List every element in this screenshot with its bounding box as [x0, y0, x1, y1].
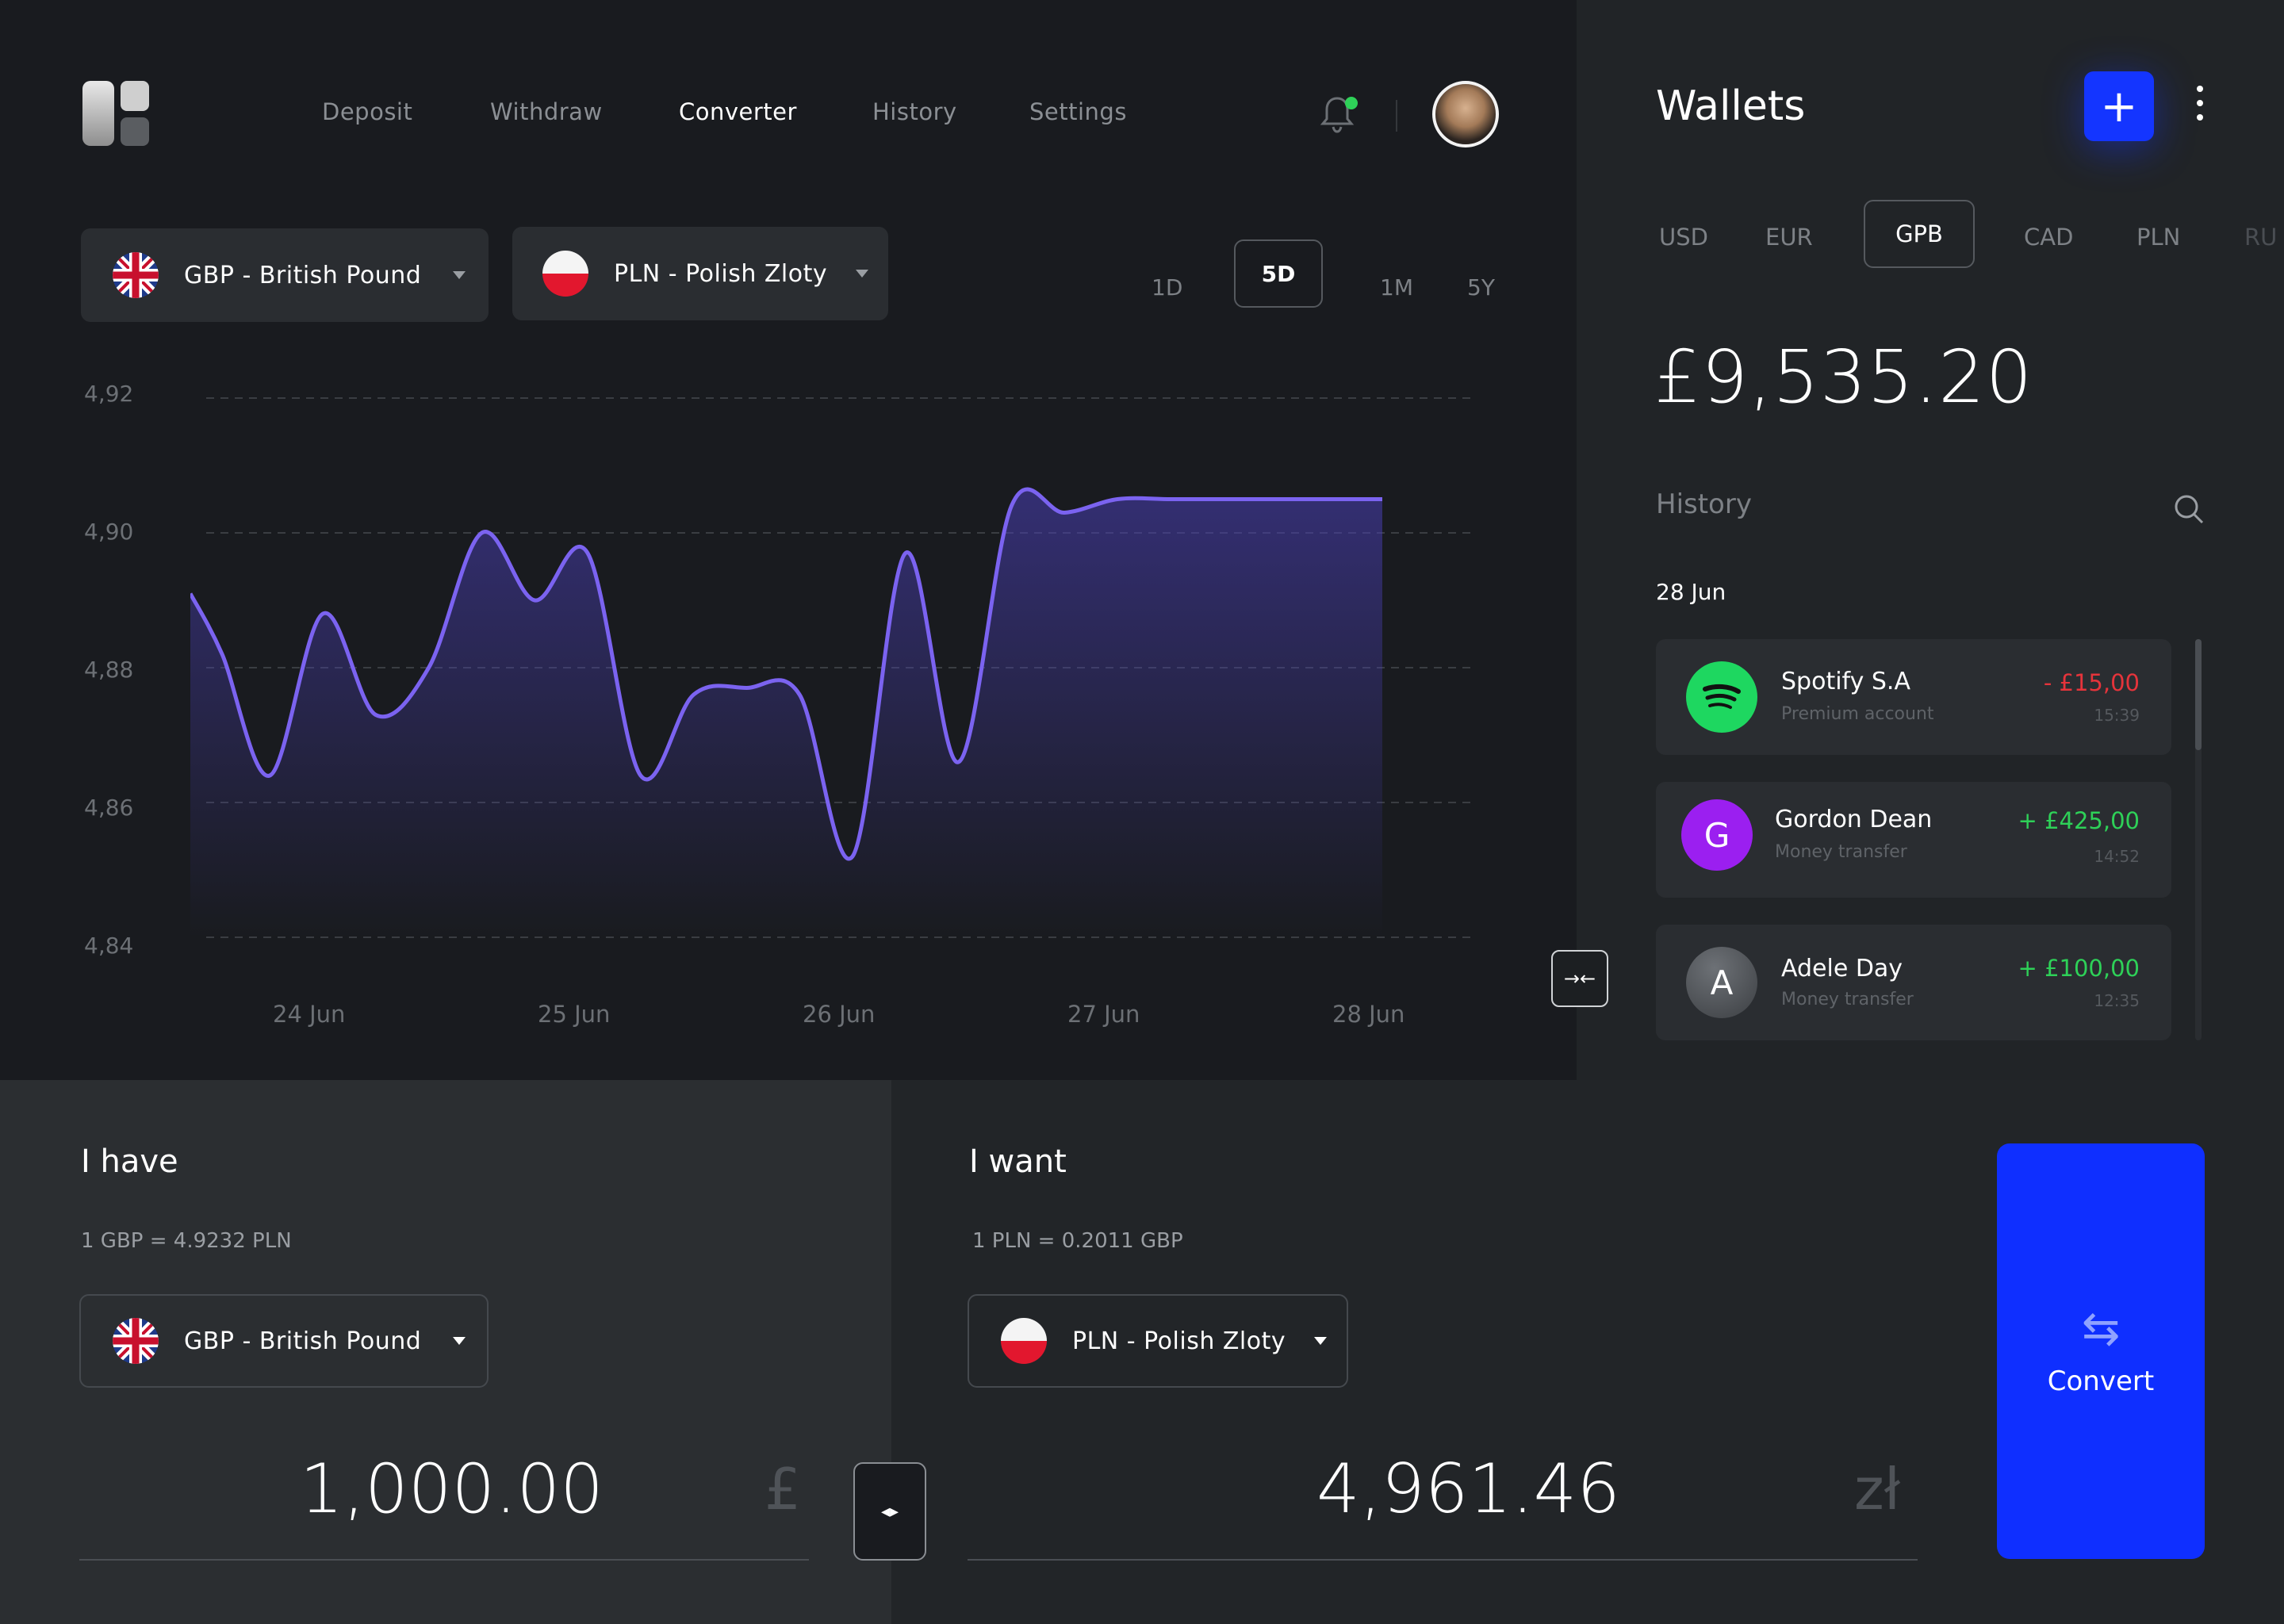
wallets-panel	[1577, 0, 2284, 1080]
transaction-item[interactable]: A Adele Day Money transfer + £100,00 12:…	[1656, 925, 2171, 1040]
wallet-tab-pln[interactable]: PLN	[2136, 224, 2181, 251]
nav-converter[interactable]: Converter	[679, 98, 797, 125]
have-amount-input[interactable]: 1,000.00	[300, 1450, 604, 1529]
transaction-amount: + £100,00	[2018, 955, 2140, 982]
x-tick-label: 25 Jun	[538, 1001, 611, 1028]
history-date: 28 Jun	[1656, 579, 1726, 605]
transaction-description: Premium account	[1781, 704, 1934, 724]
wallet-tab-eur[interactable]: EUR	[1765, 224, 1813, 251]
convert-label: Convert	[2047, 1365, 2155, 1397]
rate-area	[190, 488, 1382, 937]
logo	[82, 81, 114, 146]
x-tick-label: 28 Jun	[1332, 1001, 1405, 1028]
scrollbar-track[interactable]	[2195, 639, 2202, 1040]
x-tick-label: 24 Jun	[273, 1001, 346, 1028]
range-1d[interactable]: 1D	[1152, 274, 1183, 301]
transaction-item[interactable]: Spotify S.A Premium account - £15,00 15:…	[1656, 639, 2171, 755]
transaction-name: Adele Day	[1781, 955, 1903, 982]
spotify-icon	[1686, 661, 1757, 733]
chevron-down-icon	[856, 270, 869, 278]
i-have-title: I have	[81, 1143, 178, 1180]
exchange-rate-chart	[190, 397, 1475, 938]
avatar[interactable]	[1432, 81, 1499, 147]
range-5y[interactable]: 5Y	[1467, 274, 1495, 301]
y-tick-label: 4,90	[84, 519, 134, 545]
wallet-tab-usd[interactable]: USD	[1659, 224, 1708, 251]
bell-icon[interactable]	[1320, 94, 1355, 135]
nav-deposit[interactable]: Deposit	[322, 98, 413, 125]
want-currency-label: PLN - Polish Zloty	[1072, 1327, 1286, 1355]
wallet-tab-gpb[interactable]: GPB	[1864, 200, 1975, 268]
exchange-arrows-icon: ⇆	[2081, 1301, 2121, 1355]
transaction-amount: + £425,00	[2018, 807, 2140, 834]
scrollbar-thumb[interactable]	[2195, 639, 2202, 750]
want-amount-underline	[968, 1559, 1918, 1561]
have-currency-symbol: £	[765, 1456, 801, 1522]
want-currency-select[interactable]: PLN - Polish Zloty	[968, 1294, 1348, 1388]
chevron-down-icon	[453, 1337, 466, 1345]
nav-history[interactable]: History	[872, 98, 957, 125]
transaction-time: 12:35	[2094, 991, 2140, 1010]
have-exchange-rate: 1 GBP = 4.9232 PLN	[81, 1229, 292, 1253]
logo-part	[121, 81, 149, 111]
y-tick-label: 4,84	[84, 933, 134, 959]
more-options-icon[interactable]	[2197, 86, 2203, 128]
want-amount-input[interactable]: 4,961.46	[1316, 1450, 1620, 1529]
wallet-balance: £9,535.20	[1654, 335, 2033, 419]
poland-flag-icon	[542, 251, 588, 297]
search-icon[interactable]	[2173, 493, 2205, 525]
contact-avatar: G	[1681, 799, 1753, 871]
have-currency-label: GBP - British Pound	[184, 1327, 422, 1355]
range-1m[interactable]: 1M	[1380, 274, 1413, 301]
transaction-item[interactable]: G Gordon Dean Money transfer + £425,00 1…	[1656, 782, 2171, 898]
add-wallet-button[interactable]: +	[2084, 71, 2154, 141]
y-tick-label: 4,92	[84, 381, 134, 407]
history-title: History	[1656, 488, 1752, 520]
transaction-description: Money transfer	[1775, 842, 1907, 862]
y-tick-label: 4,88	[84, 657, 134, 683]
collapse-panel-button[interactable]: →←	[1551, 950, 1608, 1007]
uk-flag-icon	[113, 252, 159, 298]
poland-flag-icon	[1001, 1318, 1047, 1364]
notification-dot	[1345, 97, 1358, 109]
wallet-tab-cad[interactable]: CAD	[2024, 224, 2074, 251]
x-tick-label: 27 Jun	[1067, 1001, 1140, 1028]
to-currency-select[interactable]: PLN - Polish Zloty	[512, 227, 888, 320]
uk-flag-icon	[113, 1318, 159, 1364]
transaction-description: Money transfer	[1781, 990, 1914, 1009]
have-currency-select[interactable]: GBP - British Pound	[79, 1294, 489, 1388]
x-tick-label: 26 Jun	[803, 1001, 876, 1028]
from-currency-select[interactable]: GBP - British Pound	[81, 228, 489, 322]
y-tick-label: 4,86	[84, 795, 134, 821]
transaction-time: 15:39	[2094, 706, 2140, 725]
have-amount-underline	[79, 1559, 809, 1561]
transaction-name: Spotify S.A	[1781, 668, 1910, 695]
swap-currencies-button[interactable]: ◂▸	[853, 1462, 926, 1561]
want-exchange-rate: 1 PLN = 0.2011 GBP	[972, 1229, 1183, 1253]
rate-line	[190, 487, 1382, 861]
i-want-title: I want	[969, 1143, 1067, 1180]
transaction-amount: - £15,00	[2043, 669, 2140, 696]
wallet-tab-ru[interactable]: RU	[2244, 224, 2278, 251]
logo-part	[121, 117, 149, 146]
transaction-time: 14:52	[2094, 847, 2140, 866]
from-currency-label: GBP - British Pound	[184, 261, 422, 289]
divider	[1396, 100, 1397, 132]
transaction-name: Gordon Dean	[1775, 806, 1933, 833]
nav-withdraw[interactable]: Withdraw	[490, 98, 603, 125]
wallets-title: Wallets	[1656, 82, 1806, 130]
nav-settings[interactable]: Settings	[1029, 98, 1127, 125]
convert-button[interactable]: ⇆ Convert	[1997, 1143, 2205, 1559]
chevron-down-icon	[1314, 1337, 1328, 1345]
want-currency-symbol: zł	[1854, 1456, 1901, 1522]
contact-avatar: A	[1686, 947, 1757, 1018]
range-5d[interactable]: 5D	[1234, 239, 1323, 308]
chevron-down-icon	[453, 271, 466, 279]
to-currency-label: PLN - Polish Zloty	[614, 259, 828, 288]
